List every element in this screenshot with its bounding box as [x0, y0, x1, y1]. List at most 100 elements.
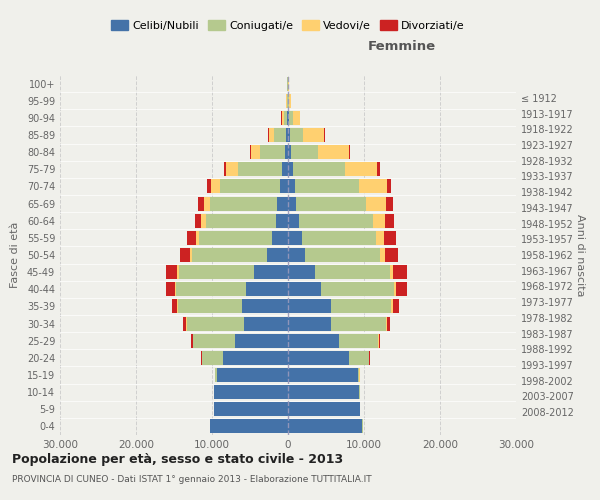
Bar [293, 111, 300, 125]
Bar [199, 231, 272, 245]
Bar [290, 128, 303, 142]
Bar [349, 145, 350, 159]
Bar [187, 231, 196, 245]
Bar [291, 145, 319, 159]
Text: Femmine: Femmine [368, 40, 436, 54]
Bar [226, 162, 238, 176]
Bar [180, 248, 190, 262]
Bar [394, 282, 395, 296]
Bar [385, 248, 398, 262]
Bar [331, 316, 386, 330]
Text: PROVINCIA DI CUNEO - Dati ISTAT 1° gennaio 2013 - Elaborazione TUTTITALIA.IT: PROVINCIA DI CUNEO - Dati ISTAT 1° genna… [12, 476, 371, 484]
Bar [319, 145, 349, 159]
Bar [251, 145, 260, 159]
Bar [280, 180, 288, 194]
Bar [288, 316, 331, 330]
Bar [288, 265, 314, 279]
Bar [178, 300, 242, 314]
Bar [369, 351, 370, 365]
Bar [288, 111, 289, 125]
Bar [377, 162, 380, 176]
Bar [289, 94, 291, 108]
Bar [359, 180, 387, 194]
Bar [284, 111, 287, 125]
Bar [288, 145, 291, 159]
Bar [288, 180, 295, 194]
Bar [206, 214, 276, 228]
Bar [299, 214, 373, 228]
Bar [303, 128, 324, 142]
Bar [211, 180, 220, 194]
Text: Popolazione per età, sesso e stato civile - 2013: Popolazione per età, sesso e stato civil… [12, 452, 343, 466]
Bar [305, 248, 380, 262]
Bar [281, 111, 284, 125]
Bar [293, 162, 345, 176]
Bar [288, 368, 358, 382]
Bar [376, 231, 384, 245]
Bar [179, 265, 254, 279]
Bar [277, 196, 288, 210]
Bar [287, 111, 288, 125]
Bar [214, 402, 288, 416]
Bar [358, 368, 359, 382]
Bar [349, 351, 368, 365]
Bar [288, 282, 322, 296]
Bar [380, 248, 385, 262]
Bar [288, 162, 293, 176]
Bar [288, 248, 305, 262]
Bar [288, 214, 299, 228]
Bar [288, 231, 302, 245]
Bar [166, 265, 178, 279]
Bar [166, 282, 175, 296]
Bar [201, 351, 202, 365]
Bar [193, 334, 235, 347]
Bar [379, 334, 380, 347]
Bar [395, 282, 407, 296]
Bar [386, 196, 393, 210]
Bar [177, 300, 178, 314]
Bar [246, 282, 288, 296]
Bar [214, 385, 288, 399]
Bar [322, 282, 394, 296]
Bar [272, 231, 288, 245]
Bar [387, 180, 391, 194]
Bar [215, 368, 217, 382]
Bar [286, 128, 288, 142]
Bar [187, 316, 244, 330]
Bar [288, 385, 359, 399]
Bar [302, 231, 376, 245]
Bar [190, 248, 192, 262]
Bar [391, 300, 392, 314]
Bar [288, 402, 360, 416]
Bar [223, 351, 288, 365]
Bar [284, 145, 288, 159]
Bar [366, 196, 386, 210]
Bar [220, 180, 280, 194]
Bar [172, 300, 177, 314]
Bar [345, 162, 377, 176]
Bar [267, 248, 288, 262]
Bar [386, 316, 387, 330]
Bar [203, 196, 211, 210]
Bar [202, 214, 206, 228]
Bar [385, 214, 394, 228]
Bar [178, 265, 179, 279]
Bar [196, 231, 199, 245]
Bar [211, 420, 288, 434]
Bar [254, 265, 288, 279]
Bar [199, 196, 203, 210]
Bar [244, 316, 288, 330]
Bar [194, 214, 202, 228]
Bar [260, 145, 284, 159]
Bar [235, 334, 288, 347]
Bar [288, 420, 362, 434]
Y-axis label: Fasce di età: Fasce di età [10, 222, 20, 288]
Bar [314, 265, 390, 279]
Bar [373, 214, 385, 228]
Bar [238, 162, 282, 176]
Bar [191, 334, 193, 347]
Bar [390, 265, 393, 279]
Bar [288, 334, 339, 347]
Bar [288, 128, 290, 142]
Bar [288, 300, 331, 314]
